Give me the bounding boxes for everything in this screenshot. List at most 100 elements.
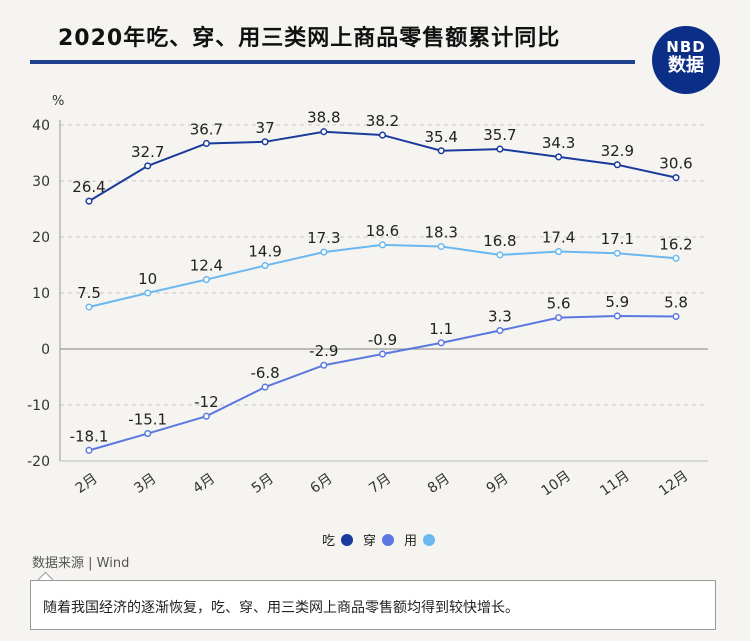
chart-title: 2020年吃、穿、用三类网上商品零售额累计同比: [58, 26, 561, 51]
data-point: [261, 262, 269, 270]
data-point: [320, 361, 328, 369]
data-label: 30.6: [659, 155, 692, 173]
data-point: [261, 383, 269, 391]
x-tick-label: 4月: [190, 471, 218, 497]
data-label: 16.8: [483, 232, 516, 250]
data-point: [202, 139, 210, 148]
data-point: [378, 350, 387, 358]
data-label: 35.7: [483, 126, 516, 144]
data-point: [144, 430, 152, 438]
data-point: [496, 145, 504, 153]
data-point: [378, 131, 387, 139]
x-tick-label: 8月: [425, 471, 453, 497]
data-point: [144, 162, 152, 170]
legend-item: 穿: [363, 530, 395, 549]
data-label: 3.3: [488, 308, 512, 326]
data-label: 17.3: [307, 229, 340, 247]
data-point: [672, 254, 680, 262]
data-label: 5.8: [664, 294, 688, 312]
logo-line1: NBD: [666, 38, 706, 56]
data-point: [378, 241, 387, 249]
data-label: 38.2: [366, 112, 399, 130]
data-point: [496, 251, 504, 259]
data-label: 17.4: [542, 229, 575, 247]
legend-swatch: [341, 533, 354, 546]
data-label: -0.9: [368, 331, 397, 349]
x-tick-label: 5月: [249, 471, 277, 497]
data-label: 14.9: [248, 243, 281, 261]
data-point: [672, 312, 680, 321]
legend-swatch: [382, 533, 395, 546]
data-label: 7.5: [77, 284, 101, 302]
data-point: [613, 249, 621, 257]
data-point: [85, 303, 93, 311]
data-point: [672, 174, 680, 182]
legend-label: 用: [404, 534, 418, 549]
series-line: [88, 130, 677, 203]
data-label: -6.8: [250, 364, 279, 382]
data-point: [437, 147, 445, 155]
legend-swatch: [423, 533, 436, 546]
x-tick-label: 10月: [539, 468, 574, 499]
chart-legend: 吃穿用: [322, 530, 436, 549]
data-label: 26.4: [72, 178, 105, 196]
data-label: 35.4: [424, 128, 457, 146]
y-tick-label: 10: [32, 286, 50, 302]
legend-label: 吃: [322, 534, 336, 549]
x-tick-label: 11月: [597, 468, 632, 499]
y-tick-label: 20: [32, 230, 50, 246]
data-point: [144, 289, 152, 297]
data-label: 37: [256, 119, 275, 137]
data-label: 10: [138, 270, 157, 288]
y-tick-label: -20: [27, 454, 50, 470]
data-point: [261, 138, 269, 146]
y-tick-label: 30: [32, 174, 50, 190]
data-point: [613, 161, 621, 169]
data-point: [85, 197, 93, 205]
data-label: 38.8: [307, 109, 340, 127]
note-box: 随着我国经济的逐渐恢复，吃、穿、用三类网上商品零售额均得到较快增长。: [30, 580, 716, 630]
x-tick-label: 7月: [366, 471, 394, 497]
data-label: 16.2: [659, 235, 692, 253]
x-tick-label: 9月: [484, 471, 512, 497]
legend-label: 穿: [363, 534, 377, 549]
data-label: 5.6: [547, 295, 571, 313]
data-label: -18.1: [70, 427, 109, 445]
data-label: 32.7: [131, 143, 164, 161]
y-tick-label: 40: [32, 118, 50, 134]
data-point: [320, 248, 328, 256]
data-point: [85, 446, 93, 454]
data-label: 18.6: [366, 222, 399, 240]
data-point: [555, 314, 563, 322]
data-point: [202, 276, 210, 284]
data-label: 17.1: [601, 230, 634, 248]
data-label: -2.9: [309, 342, 338, 360]
data-label: 36.7: [190, 120, 223, 138]
logo-line2: 数据: [668, 55, 704, 76]
data-label: 12.4: [190, 257, 223, 275]
x-tick-label: 2月: [73, 471, 101, 497]
data-point: [613, 312, 621, 320]
data-point: [437, 339, 445, 347]
data-point: [555, 248, 563, 256]
data-label: 1.1: [429, 320, 453, 338]
data-source: 数据来源 | Wind: [32, 556, 130, 571]
y-axis-unit: %: [52, 94, 65, 109]
data-label: 5.9: [605, 293, 629, 311]
data-label: -15.1: [128, 411, 167, 429]
data-label: -12: [194, 393, 219, 411]
nbd-logo: NBD 数据: [652, 26, 720, 94]
data-label: 18.3: [424, 224, 457, 242]
legend-item: 用: [404, 530, 436, 549]
legend-item: 吃: [322, 530, 354, 549]
data-point: [437, 242, 445, 251]
y-tick-label: 0: [41, 342, 50, 358]
data-label: 32.9: [601, 142, 634, 160]
data-point: [202, 412, 210, 420]
data-point: [555, 153, 563, 161]
y-tick-label: -10: [27, 398, 50, 414]
series-line: [88, 243, 677, 308]
title-underline: [30, 60, 635, 64]
x-tick-label: 6月: [308, 471, 336, 497]
data-point: [320, 128, 328, 136]
